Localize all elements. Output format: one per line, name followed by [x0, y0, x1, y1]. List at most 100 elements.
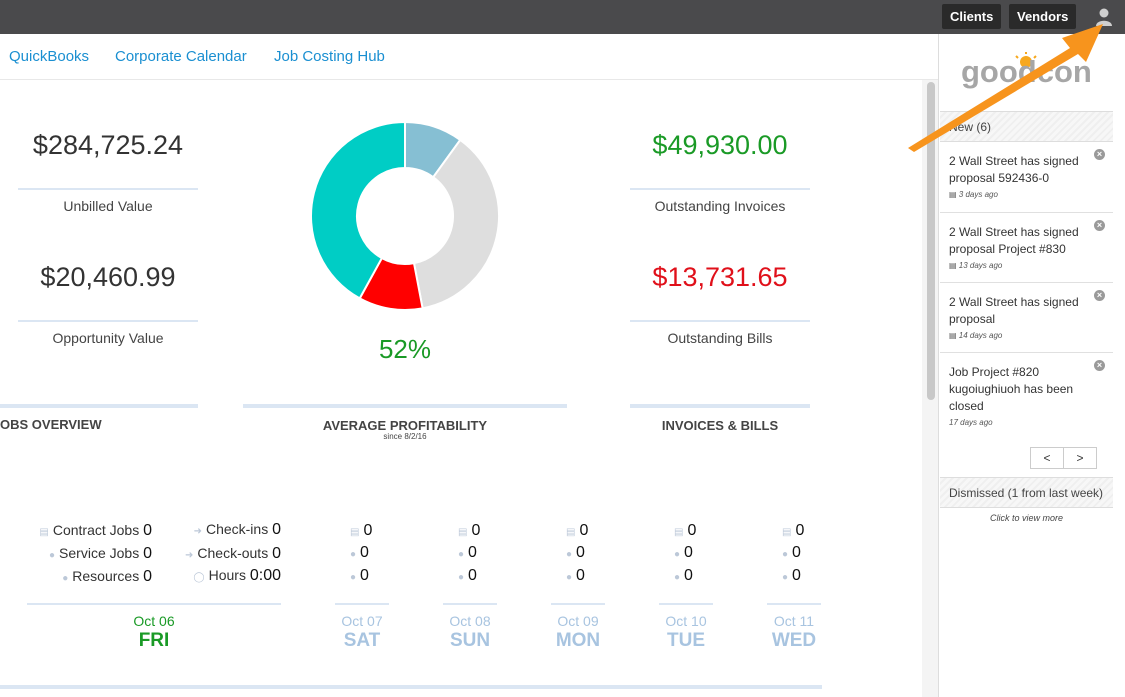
person-icon: ● — [350, 572, 357, 583]
day-name-tue[interactable]: TUE — [667, 630, 705, 651]
person-icon: ● — [674, 572, 681, 583]
day-divider — [335, 603, 389, 605]
day-name-sat[interactable]: SAT — [343, 630, 381, 651]
invoices-bills-title: INVOICES & BILLS — [661, 418, 779, 433]
notification-text: 2 Wall Street has signed proposal Projec… — [949, 225, 1079, 256]
day-stat-service: ● 0 — [458, 544, 477, 562]
notification-time-text: 17 days ago — [949, 418, 993, 427]
section-bar — [0, 685, 822, 689]
map-pin-icon: ● — [782, 549, 789, 560]
section-bar — [0, 404, 198, 408]
prev-page-button[interactable]: < — [1030, 447, 1064, 469]
day-jobs-count: 0 — [795, 522, 805, 539]
day-name-mon[interactable]: MON — [555, 630, 601, 651]
user-icon[interactable] — [1092, 5, 1116, 29]
vendors-button[interactable]: Vendors — [1009, 4, 1077, 29]
contract-jobs-count: 0 — [143, 522, 152, 539]
clock-icon: ◯ — [193, 572, 205, 583]
nav-link-quickbooks[interactable]: QuickBooks — [9, 48, 90, 65]
notification-item[interactable]: Job Project #820 kugoiughiuoh has been c… — [940, 354, 1113, 436]
scrollbar-thumb[interactable] — [927, 82, 935, 400]
notification-item[interactable]: 2 Wall Street has signed proposal 592436… — [940, 143, 1113, 213]
checkins-label: Check-ins — [205, 521, 269, 537]
opportunity-value: $20,460.99 — [40, 262, 176, 292]
day-date-oct-10[interactable]: Oct 10 — [665, 613, 707, 629]
map-pin-icon: ● — [674, 549, 681, 560]
day-stat-service: ● 0 — [350, 544, 369, 562]
day-date-oct-11[interactable]: Oct 11 — [773, 613, 815, 629]
close-icon[interactable]: × — [1094, 290, 1105, 301]
document-icon: ▤ — [949, 261, 959, 270]
person-icon: ● — [566, 572, 573, 583]
view-more-link[interactable]: Click to view more — [989, 513, 1063, 523]
day-stat-resources: ● 0 — [458, 567, 477, 585]
dismissed-notifications-header[interactable]: Dismissed (1 from last week) — [940, 477, 1113, 508]
donut-segment-gray[interactable] — [412, 138, 500, 310]
day-name-sun[interactable]: SUN — [449, 630, 491, 651]
document-icon: ▤ — [566, 527, 576, 538]
day-stat-resources: ● 0 — [566, 567, 585, 585]
map-pin-icon: ● — [566, 549, 573, 560]
notification-text: Job Project #820 kugoiughiuoh has been c… — [949, 365, 1074, 413]
notification-time-text: 3 days ago — [958, 190, 998, 199]
hours-stat: ◯ Hours 0:00 — [193, 567, 281, 585]
notification-time-text: 14 days ago — [958, 331, 1003, 340]
day-stat-service: ● 0 — [566, 544, 585, 562]
resources-count: 0 — [143, 568, 152, 585]
day-service-count: 0 — [792, 544, 801, 561]
profitability-percent: 52% — [378, 334, 432, 364]
notification-time: 17 days ago — [949, 418, 1093, 427]
notifications-sidebar — [938, 34, 1125, 697]
profitability-donut-chart[interactable] — [310, 121, 500, 311]
donut-segment-teal[interactable] — [310, 121, 406, 300]
day-date-oct-08[interactable]: Oct 08 — [449, 613, 491, 629]
notification-item[interactable]: 2 Wall Street has signed proposal Projec… — [940, 214, 1113, 283]
notification-text: 2 Wall Street has signed proposal 592436… — [949, 154, 1079, 185]
day-jobs-count: 0 — [687, 522, 697, 539]
service-jobs-label: Service Jobs — [59, 545, 140, 561]
day-divider — [443, 603, 497, 605]
day-stat-service: ● 0 — [782, 544, 801, 562]
day-date-oct-06[interactable]: Oct 06 — [133, 613, 175, 629]
day-stat-jobs: ▤ 0 — [566, 522, 588, 540]
divider — [18, 188, 198, 190]
close-icon[interactable]: × — [1094, 220, 1105, 231]
notification-item[interactable]: 2 Wall Street has signed proposal ▤ 14 d… — [940, 284, 1113, 353]
day-resources-count: 0 — [684, 567, 693, 584]
day-date-oct-07[interactable]: Oct 07 — [341, 613, 383, 629]
day-name-wed[interactable]: WED — [771, 630, 817, 651]
next-page-button[interactable]: > — [1063, 447, 1097, 469]
close-icon[interactable]: × — [1094, 360, 1105, 371]
day-service-count: 0 — [468, 544, 477, 561]
day-name-fri[interactable]: FRI — [138, 630, 170, 651]
opportunity-label: Opportunity Value — [52, 330, 164, 346]
day-jobs-count: 0 — [471, 522, 481, 539]
outstanding-bills-label: Outstanding Bills — [667, 330, 773, 346]
hours-count: 0:00 — [249, 567, 281, 584]
nav-link-corporate-calendar[interactable]: Corporate Calendar — [115, 48, 247, 65]
unbilled-value: $284,725.24 — [32, 130, 184, 160]
day-stat-resources: ● 0 — [674, 567, 693, 585]
resources-stat: ● Resources 0 — [62, 568, 152, 586]
day-jobs-count: 0 — [579, 522, 589, 539]
day-resources-count: 0 — [792, 567, 801, 584]
average-profitability-since: since 8/2/16 — [383, 432, 427, 441]
day-resources-count: 0 — [576, 567, 585, 584]
day-date-oct-09[interactable]: Oct 09 — [557, 613, 599, 629]
day-stat-jobs: ▤ 0 — [782, 522, 804, 540]
day-stat-resources: ● 0 — [350, 567, 369, 585]
checkouts-label: Check-outs — [197, 545, 269, 561]
notification-time: ▤ 13 days ago — [949, 261, 1093, 270]
day-jobs-count: 0 — [363, 522, 373, 539]
day-service-count: 0 — [360, 544, 369, 561]
outstanding-bills-value: $13,731.65 — [652, 262, 788, 292]
clients-button[interactable]: Clients — [942, 4, 1002, 29]
resources-label: Resources — [72, 568, 140, 584]
nav-link-job-costing-hub[interactable]: Job Costing Hub — [274, 48, 385, 65]
close-icon[interactable]: × — [1094, 149, 1105, 160]
day-divider — [551, 603, 605, 605]
map-pin-icon: ● — [350, 549, 357, 560]
person-icon: ● — [458, 572, 465, 583]
day-stat-service: ● 0 — [674, 544, 693, 562]
document-icon: ▤ — [782, 527, 792, 538]
